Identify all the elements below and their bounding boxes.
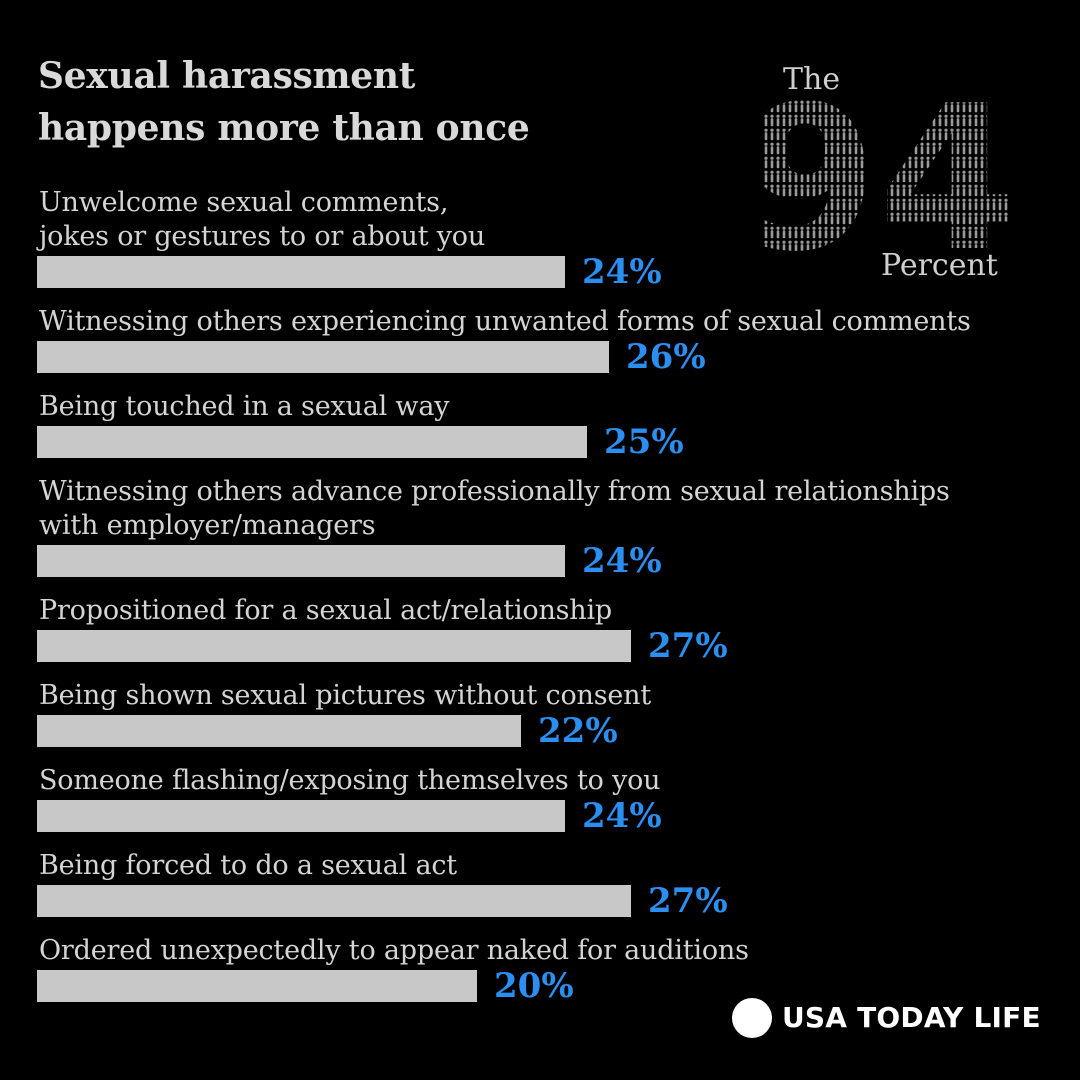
bar-label-4-line-1: Witnessing others advance professionally… (39, 476, 950, 507)
usa-today-dot-icon (732, 998, 772, 1038)
logo-94-crowd-graphic: 94 (763, 100, 1013, 260)
bar-value-label-2: 26% (626, 337, 706, 377)
bar-label-1-line-2: jokes or gestures to or about you (39, 221, 486, 252)
bar-3 (37, 426, 587, 458)
bar-value-label-4: 24% (582, 541, 662, 581)
bar-label-3-line-1: Being touched in a sexual way (39, 391, 450, 422)
bar-6 (37, 715, 521, 747)
bar-label-2-line-1: Witnessing others experiencing unwanted … (39, 306, 971, 337)
bar-4 (37, 545, 565, 577)
bar-1 (37, 256, 565, 288)
bar-8 (37, 885, 631, 917)
bar-7 (37, 800, 565, 832)
bar-value-label-9: 20% (494, 966, 574, 1006)
bar-value-label-5: 27% (648, 626, 728, 666)
bar-label-5-line-1: Propositioned for a sexual act/relations… (39, 595, 612, 626)
bar-5 (37, 630, 631, 662)
chart-title: Sexual harassment happens more than once (38, 50, 658, 154)
bar-value-label-6: 22% (538, 711, 618, 751)
logo-the-text: The (783, 62, 841, 97)
bar-value-label-7: 24% (582, 796, 662, 836)
chart-title-line-1: Sexual harassment (38, 55, 416, 97)
bar-value-label-3: 25% (604, 422, 684, 462)
bar-9 (37, 970, 477, 1002)
the-94-percent-logo: The 94 Percent (755, 58, 1015, 298)
logo-percent-text: Percent (881, 248, 998, 283)
logo-94-number: 94 (763, 100, 1013, 260)
bar-value-label-1: 24% (582, 252, 662, 292)
bar-label-8-line-1: Being forced to do a sexual act (39, 850, 457, 881)
bar-2 (37, 341, 609, 373)
brand-text: USA TODAY LIFE (782, 1001, 1041, 1034)
bar-label-1-line-1: Unwelcome sexual comments, (39, 187, 449, 218)
bar-value-label-8: 27% (648, 881, 728, 921)
bar-label-9-line-1: Ordered unexpectedly to appear naked for… (39, 935, 749, 966)
bar-label-7-line-1: Someone flashing/exposing themselves to … (39, 765, 661, 796)
bar-label-4-line-2: with employer/managers (39, 510, 376, 541)
chart-title-line-2: happens more than once (38, 107, 530, 149)
bar-label-6-line-1: Being shown sexual pictures without cons… (39, 680, 651, 711)
